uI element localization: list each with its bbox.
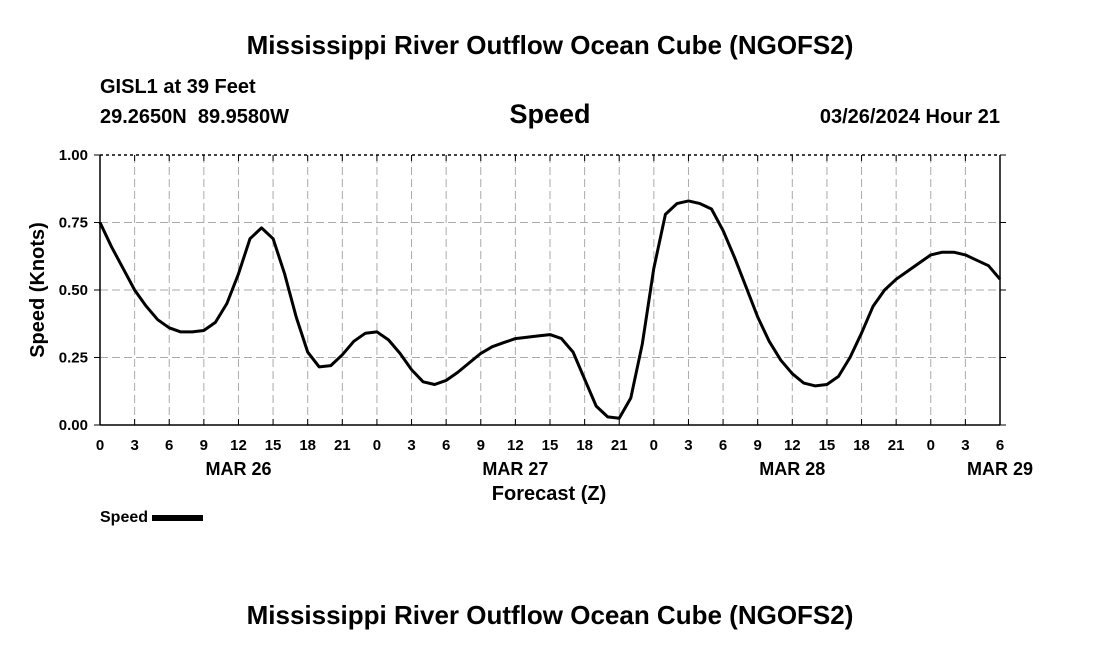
y-tick-label: 0.25 — [59, 350, 88, 367]
x-tick-label: 3 — [130, 437, 138, 454]
x-tick-label: 0 — [96, 437, 104, 454]
date-label: MAR 29 — [967, 459, 1033, 479]
x-tick-label: 21 — [611, 437, 628, 454]
legend: Speed — [100, 509, 204, 527]
x-tick-label: 0 — [373, 437, 381, 454]
x-tick-label: 12 — [230, 437, 247, 454]
x-tick-label: 6 — [442, 437, 450, 454]
x-tick-label: 9 — [754, 437, 762, 454]
y-tick-label: 0.00 — [59, 417, 88, 434]
tick-labels: 0 3 6 9 12 15 18 21 0 3 6 9 12 15 18 21 0 3 6 9 12 15 18 21 0 3 6 0… — [59, 147, 1033, 479]
x-tick-label: 3 — [407, 437, 415, 454]
variable-title: Speed — [509, 99, 591, 129]
legend-label: Speed — [100, 509, 149, 526]
date-label: MAR 28 — [759, 459, 825, 479]
x-tick-label: 0 — [927, 437, 935, 454]
x-tick-label: 12 — [784, 437, 801, 454]
legend-swatch — [152, 515, 204, 521]
x-tick-label: 18 — [576, 437, 593, 454]
speed-series-line — [98, 199, 1002, 420]
x-tick-label: 3 — [961, 437, 969, 454]
x-tick-label: 18 — [853, 437, 870, 454]
y-axis-label: Speed (Knots) — [27, 222, 49, 358]
x-axis-label: Forecast (Z) — [492, 483, 606, 505]
x-tick-label: 15 — [819, 437, 836, 454]
x-tick-label: 9 — [200, 437, 208, 454]
grid — [100, 155, 1000, 425]
x-tick-label: 18 — [299, 437, 316, 454]
x-tick-label: 0 — [650, 437, 658, 454]
x-tick-label: 6 — [719, 437, 727, 454]
x-tick-label: 15 — [542, 437, 559, 454]
station-label: GISL1 at 39 Feet — [100, 76, 256, 98]
date-label: MAR 27 — [482, 459, 548, 479]
x-tick-label: 6 — [165, 437, 173, 454]
date-label: MAR 26 — [205, 459, 271, 479]
y-tick-label: 0.75 — [59, 215, 88, 232]
axes — [94, 154, 1006, 426]
footer-title: Mississippi River Outflow Ocean Cube (NG… — [246, 600, 854, 630]
x-tick-label: 3 — [684, 437, 692, 454]
x-tick-label: 21 — [334, 437, 351, 454]
chart-title: Mississippi River Outflow Ocean Cube (NG… — [246, 30, 854, 60]
x-tick-label: 12 — [507, 437, 524, 454]
x-tick-label: 6 — [996, 437, 1004, 454]
series-layer — [98, 199, 1002, 420]
x-tick-label: 15 — [265, 437, 282, 454]
station-coordinates: 29.2650N 89.9580W — [100, 106, 290, 128]
y-tick-label: 1.00 — [59, 147, 88, 164]
y-tick-label: 0.50 — [59, 282, 88, 299]
forecast-datetime: 03/26/2024 Hour 21 — [819, 106, 1000, 128]
x-tick-label: 9 — [477, 437, 485, 454]
x-tick-label: 21 — [888, 437, 905, 454]
